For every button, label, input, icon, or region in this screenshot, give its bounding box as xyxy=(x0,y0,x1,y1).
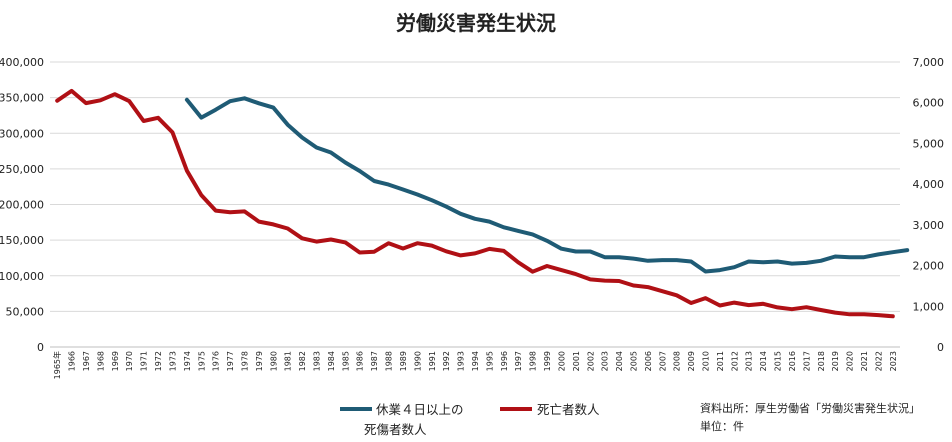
right-axis-ticks: 0 1,000 2,000 3,000 4,000 5,000 6,000 7,000 xyxy=(913,56,945,354)
left-axis-tick-label: 400,000 xyxy=(0,56,44,69)
right-axis-tick-label: 3,000 xyxy=(913,219,945,232)
x-axis-tick-label: 1980 xyxy=(269,351,278,371)
x-axis-tick-label: 1993 xyxy=(457,351,466,371)
x-axis-tick-label: 2022 xyxy=(874,351,883,371)
x-axis-tick-label: 2004 xyxy=(615,351,624,371)
x-axis-tick-label: 1994 xyxy=(471,351,480,371)
x-axis-tick-label: 1972 xyxy=(154,351,163,371)
x-axis-tick-label: 1995 xyxy=(485,351,494,371)
x-axis-tick-label: 1987 xyxy=(370,351,379,371)
x-axis-ticks: 1965年 1966 1967 1968 1969 1970 1971 1972 1973 197… xyxy=(52,351,898,379)
x-axis-tick-label: 1988 xyxy=(385,351,394,371)
x-axis-tick-label: 2000 xyxy=(557,351,566,371)
x-axis-tick-label: 1992 xyxy=(442,351,451,371)
right-axis-tick-label: 7,000 xyxy=(913,56,945,69)
x-axis-tick-label: 2002 xyxy=(586,351,595,371)
chart-title: 労働災害発生状況 xyxy=(396,11,556,35)
x-axis-tick-label: 1971 xyxy=(140,351,149,371)
right-axis-tick-label: 1,000 xyxy=(913,300,945,313)
x-axis-tick-label: 1990 xyxy=(413,351,422,371)
left-axis-tick-label: 250,000 xyxy=(0,163,44,176)
right-axis-tick-label: 0 xyxy=(937,341,944,354)
unit-note: 単位：件 xyxy=(700,419,744,433)
legend-label-injuries-line1: 休業４日以上の xyxy=(376,402,464,417)
x-axis-tick-label: 2011 xyxy=(716,351,725,371)
x-axis-tick-label: 2017 xyxy=(802,351,811,371)
x-axis-tick-label: 1981 xyxy=(284,351,293,371)
x-axis-tick-label: 1969 xyxy=(111,351,120,371)
source-note: 資料出所：厚生労働省「労働災害発生状況」 xyxy=(700,401,920,415)
x-axis-tick-label: 1973 xyxy=(168,351,177,371)
x-axis-tick-label: 2018 xyxy=(817,351,826,371)
x-axis-tick-label: 1997 xyxy=(514,351,523,371)
x-axis-tick-label: 2007 xyxy=(658,351,667,371)
left-axis-tick-label: 350,000 xyxy=(0,92,44,105)
x-axis-tick-label: 1970 xyxy=(125,351,134,371)
left-axis-tick-label: 0 xyxy=(37,341,44,354)
x-axis-tick-label: 1978 xyxy=(240,351,249,371)
left-axis-ticks: 0 50,000 100,000 150,000 200,000 250,000 300,0… xyxy=(0,56,44,354)
x-axis-tick-label: 2001 xyxy=(572,351,581,371)
right-axis-tick-label: 2,000 xyxy=(913,260,945,273)
x-axis-tick-label: 1979 xyxy=(255,351,264,371)
x-axis-tick-label: 1998 xyxy=(529,351,538,371)
x-axis-tick-label: 1976 xyxy=(212,351,221,371)
x-axis-tick-label: 2012 xyxy=(730,351,739,371)
x-axis-tick-label: 1975 xyxy=(197,351,206,371)
x-axis-tick-label: 1996 xyxy=(500,351,509,371)
legend-label-deaths: 死亡者数人 xyxy=(537,402,600,417)
x-axis-tick-label: 1968 xyxy=(96,351,105,371)
left-axis-tick-label: 100,000 xyxy=(0,270,44,283)
series-line-injuries xyxy=(184,96,910,274)
x-axis-tick-label: 2020 xyxy=(846,351,855,371)
left-axis-tick-label: 50,000 xyxy=(6,305,45,318)
x-axis-tick-label: 2005 xyxy=(629,351,638,371)
x-axis-tick-label: 2003 xyxy=(601,351,610,371)
x-axis-tick-label: 1989 xyxy=(399,351,408,371)
x-axis-tick-label: 1965年 xyxy=(52,351,62,379)
x-axis-tick-label: 2015 xyxy=(774,351,783,371)
series-line-deaths xyxy=(55,88,895,319)
x-axis-tick-label: 1974 xyxy=(183,351,192,371)
x-axis-tick-label: 2006 xyxy=(644,351,653,371)
right-axis-tick-label: 4,000 xyxy=(913,178,945,191)
x-axis-tick-label: 2013 xyxy=(745,351,754,371)
x-axis-tick-label: 1991 xyxy=(428,351,437,371)
x-axis-tick-label: 2010 xyxy=(702,351,711,371)
x-axis-tick-label: 1967 xyxy=(82,351,91,371)
x-axis-tick-label: 1977 xyxy=(226,351,235,371)
x-axis-tick-label: 2016 xyxy=(788,351,797,371)
x-axis-tick-label: 1986 xyxy=(356,351,365,371)
x-axis-tick-label: 2021 xyxy=(860,351,869,371)
gridlines xyxy=(50,61,900,348)
series-lines xyxy=(55,88,910,319)
x-axis-tick-label: 1983 xyxy=(313,351,322,371)
x-axis-tick-label: 2008 xyxy=(673,351,682,371)
x-axis-tick-label: 2009 xyxy=(687,351,696,371)
right-axis-tick-label: 5,000 xyxy=(913,137,945,150)
left-axis-tick-label: 200,000 xyxy=(0,199,44,212)
x-axis-tick-label: 1985 xyxy=(341,351,350,371)
x-axis-tick-label: 1984 xyxy=(327,351,336,371)
left-axis-tick-label: 150,000 xyxy=(0,234,44,247)
x-axis-tick-label: 2023 xyxy=(889,351,898,371)
x-axis-tick-label: 1999 xyxy=(543,351,552,371)
legend: 休業４日以上の 死傷者数人 死亡者数人 xyxy=(340,402,600,437)
x-axis-tick-label: 1982 xyxy=(298,351,307,371)
legend-label-injuries-line2: 死傷者数人 xyxy=(364,422,427,437)
x-axis-tick-label: 2019 xyxy=(831,351,840,371)
left-axis-tick-label: 300,000 xyxy=(0,127,44,140)
x-axis-tick-label: 2014 xyxy=(759,351,768,371)
x-axis-tick-label: 1966 xyxy=(68,351,77,371)
right-axis-tick-label: 6,000 xyxy=(913,97,945,110)
